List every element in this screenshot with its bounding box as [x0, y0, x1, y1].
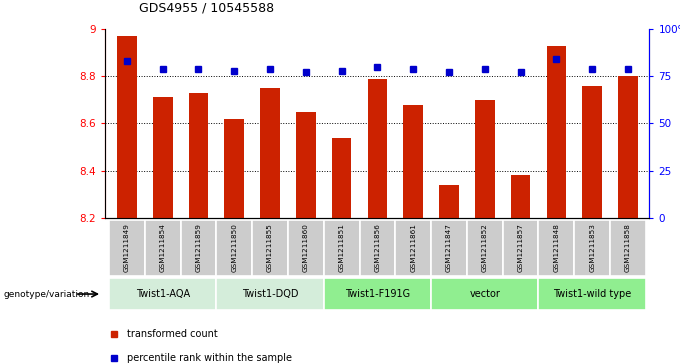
Bar: [224, 119, 244, 218]
Bar: [574, 220, 610, 276]
Bar: [618, 76, 638, 218]
Text: Twist1-DQD: Twist1-DQD: [242, 289, 299, 299]
Text: GSM1211857: GSM1211857: [517, 223, 524, 272]
Text: vector: vector: [469, 289, 500, 299]
Bar: [296, 111, 316, 218]
Bar: [582, 86, 602, 218]
Bar: [539, 220, 574, 276]
Bar: [610, 220, 646, 276]
Text: GSM1211859: GSM1211859: [195, 223, 201, 272]
Bar: [360, 220, 395, 276]
Text: GSM1211848: GSM1211848: [554, 223, 560, 272]
Text: GSM1211850: GSM1211850: [231, 223, 237, 272]
Text: GSM1211851: GSM1211851: [339, 223, 345, 272]
Bar: [109, 220, 145, 276]
Bar: [503, 220, 539, 276]
Text: GSM1211860: GSM1211860: [303, 223, 309, 272]
Text: GSM1211854: GSM1211854: [160, 223, 166, 272]
Text: GSM1211847: GSM1211847: [446, 223, 452, 272]
Bar: [216, 278, 324, 310]
Text: GDS4955 / 10545588: GDS4955 / 10545588: [139, 1, 275, 15]
Text: transformed count: transformed count: [127, 329, 218, 339]
Bar: [260, 88, 280, 218]
Text: genotype/variation: genotype/variation: [3, 290, 90, 298]
Bar: [324, 220, 360, 276]
Bar: [431, 220, 467, 276]
Bar: [181, 220, 216, 276]
Text: GSM1211855: GSM1211855: [267, 223, 273, 272]
Text: GSM1211861: GSM1211861: [410, 223, 416, 272]
Bar: [475, 100, 494, 218]
Text: Twist1-wild type: Twist1-wild type: [553, 289, 631, 299]
Bar: [467, 220, 503, 276]
Bar: [539, 278, 646, 310]
Bar: [324, 278, 431, 310]
Bar: [188, 93, 208, 218]
Text: GSM1211856: GSM1211856: [375, 223, 380, 272]
Text: percentile rank within the sample: percentile rank within the sample: [127, 354, 292, 363]
Bar: [252, 220, 288, 276]
Bar: [145, 220, 181, 276]
Text: GSM1211849: GSM1211849: [124, 223, 130, 272]
Text: Twist1-AQA: Twist1-AQA: [135, 289, 190, 299]
Bar: [395, 220, 431, 276]
Text: Twist1-F191G: Twist1-F191G: [345, 289, 410, 299]
Bar: [511, 175, 530, 218]
Bar: [439, 185, 459, 218]
Bar: [288, 220, 324, 276]
Bar: [332, 138, 352, 218]
Text: GSM1211853: GSM1211853: [589, 223, 595, 272]
Text: GSM1211852: GSM1211852: [481, 223, 488, 272]
Bar: [547, 45, 566, 218]
Bar: [431, 278, 539, 310]
Bar: [216, 220, 252, 276]
Bar: [368, 78, 387, 218]
Bar: [403, 105, 423, 218]
Bar: [117, 36, 137, 218]
Text: GSM1211858: GSM1211858: [625, 223, 631, 272]
Bar: [109, 278, 216, 310]
Bar: [153, 97, 173, 218]
